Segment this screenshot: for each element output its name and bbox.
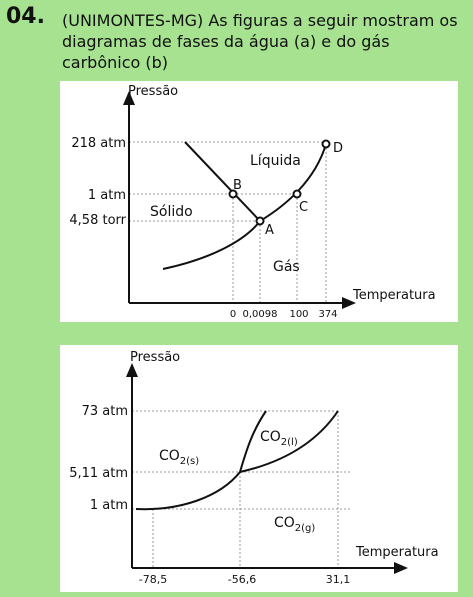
fusion-curve xyxy=(239,410,267,473)
co2-phase-diagram: Pressão Temperatura 73 atm 5,11 atm 1 at… xyxy=(60,345,458,592)
sublimation-curve xyxy=(162,220,261,270)
point-d-label: D xyxy=(333,141,343,156)
point-b-label: B xyxy=(233,178,242,193)
point-c-marker xyxy=(292,189,302,199)
phase-curves xyxy=(135,410,339,511)
region-gas: Gás xyxy=(273,259,300,275)
region-liquid: Líquida xyxy=(250,153,301,169)
axes xyxy=(126,363,408,574)
region-gas: CO2(g) xyxy=(274,515,315,534)
x-tick-minus-56-6: -56,6 xyxy=(228,573,256,586)
axes xyxy=(123,91,356,309)
y-axis-label: Pressão xyxy=(130,350,180,365)
y-axis-label: Pressão xyxy=(128,84,178,99)
point-d-marker xyxy=(321,139,331,149)
y-tick-218-atm: 218 atm xyxy=(71,136,126,151)
question-number: 04. xyxy=(6,4,45,29)
point-c-label: C xyxy=(299,200,308,215)
point-a-marker xyxy=(255,216,265,226)
question-text: (UNIMONTES-MG) As figuras a seguir mostr… xyxy=(62,11,458,72)
x-tick-0: 0 xyxy=(230,309,236,320)
y-tick-1-atm: 1 atm xyxy=(88,188,126,203)
sublimation-curve xyxy=(135,471,241,511)
guide-lines xyxy=(129,141,327,303)
y-tick-73-atm: 73 atm xyxy=(82,404,128,419)
point-a-label: A xyxy=(265,223,274,238)
y-tick-5-11-atm: 5,11 atm xyxy=(69,466,128,481)
x-axis-label: Temperatura xyxy=(352,288,436,303)
co2-phase-diagram-svg: Pressão Temperatura 73 atm 5,11 atm 1 at… xyxy=(69,350,439,586)
x-tick-31-1: 31,1 xyxy=(326,573,351,586)
x-tick-0-0098: 0,0098 xyxy=(243,309,278,320)
y-tick-1-atm: 1 atm xyxy=(90,498,128,513)
water-phase-diagram-svg: Pressão Temperatura 218 atm 1 atm 4,58 t… xyxy=(69,84,436,320)
x-tick-minus-78-5: -78,5 xyxy=(139,573,167,586)
point-b-marker xyxy=(228,189,238,199)
x-axis-label: Temperatura xyxy=(355,545,439,560)
region-liquid: CO2(l) xyxy=(260,429,298,448)
region-solid: Sólido xyxy=(150,204,193,220)
x-tick-374: 374 xyxy=(318,309,337,320)
y-tick-4-58-torr: 4,58 torr xyxy=(69,213,126,228)
region-solid: CO2(s) xyxy=(159,448,199,467)
water-phase-diagram: Pressão Temperatura 218 atm 1 atm 4,58 t… xyxy=(60,81,458,322)
x-tick-100: 100 xyxy=(289,309,308,320)
points xyxy=(228,139,331,226)
vaporization-curve xyxy=(239,410,339,473)
fusion-curve xyxy=(184,141,261,222)
